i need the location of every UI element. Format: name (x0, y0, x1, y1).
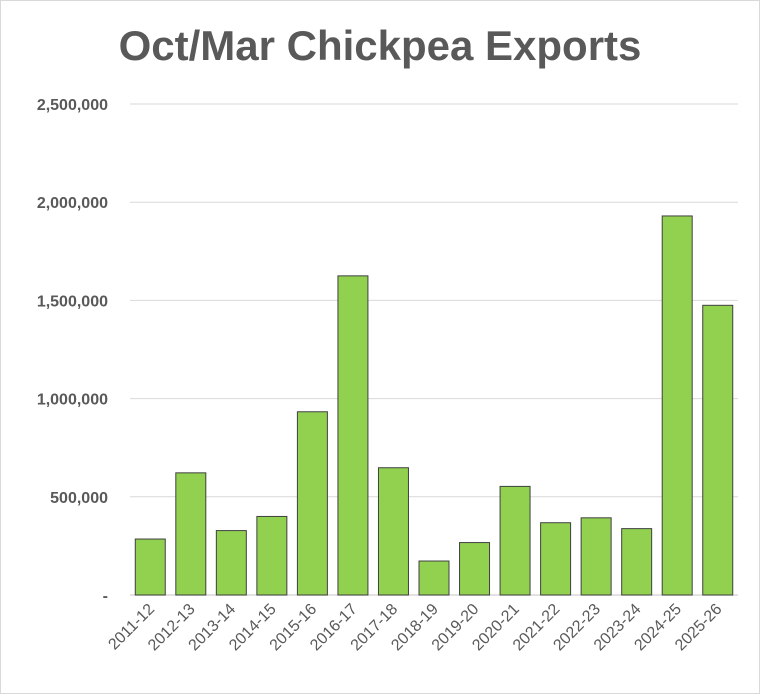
y-tick-label: 2,000,000 (37, 195, 108, 212)
bar-2025-26 (702, 304, 734, 596)
bar-2024-25 (661, 215, 693, 596)
bar-2011-12 (134, 538, 166, 596)
bar-2012-13 (175, 472, 207, 596)
bar-2018-19 (418, 560, 450, 596)
bar-2016-17 (337, 275, 369, 596)
bar-2015-16 (296, 411, 328, 596)
bar-2014-15 (256, 515, 288, 596)
y-tick-label: - (103, 588, 108, 605)
y-axis-tick-labels: - 500,000 1,000,000 1,500,000 2,000,000 2,500… (37, 97, 108, 605)
y-tick-label: 2,500,000 (37, 97, 108, 114)
y-tick-label: 500,000 (50, 490, 108, 507)
bar-2017-18 (377, 467, 409, 596)
bar-2021-22 (540, 522, 572, 596)
chart-title: Oct/Mar Chickpea Exports (118, 22, 642, 69)
x-axis-tick-labels: 2011-122012-132013-142014-152015-162016-… (105, 601, 725, 655)
bar-2013-14 (215, 530, 247, 596)
bar-2023-24 (621, 528, 653, 596)
bar-2019-20 (459, 542, 491, 596)
bar-2020-21 (499, 485, 531, 596)
bars (134, 215, 734, 596)
gridlines (130, 103, 738, 596)
y-tick-label: 1,500,000 (37, 293, 108, 310)
y-tick-label: 1,000,000 (37, 392, 108, 409)
bar-2022-23 (580, 517, 612, 596)
